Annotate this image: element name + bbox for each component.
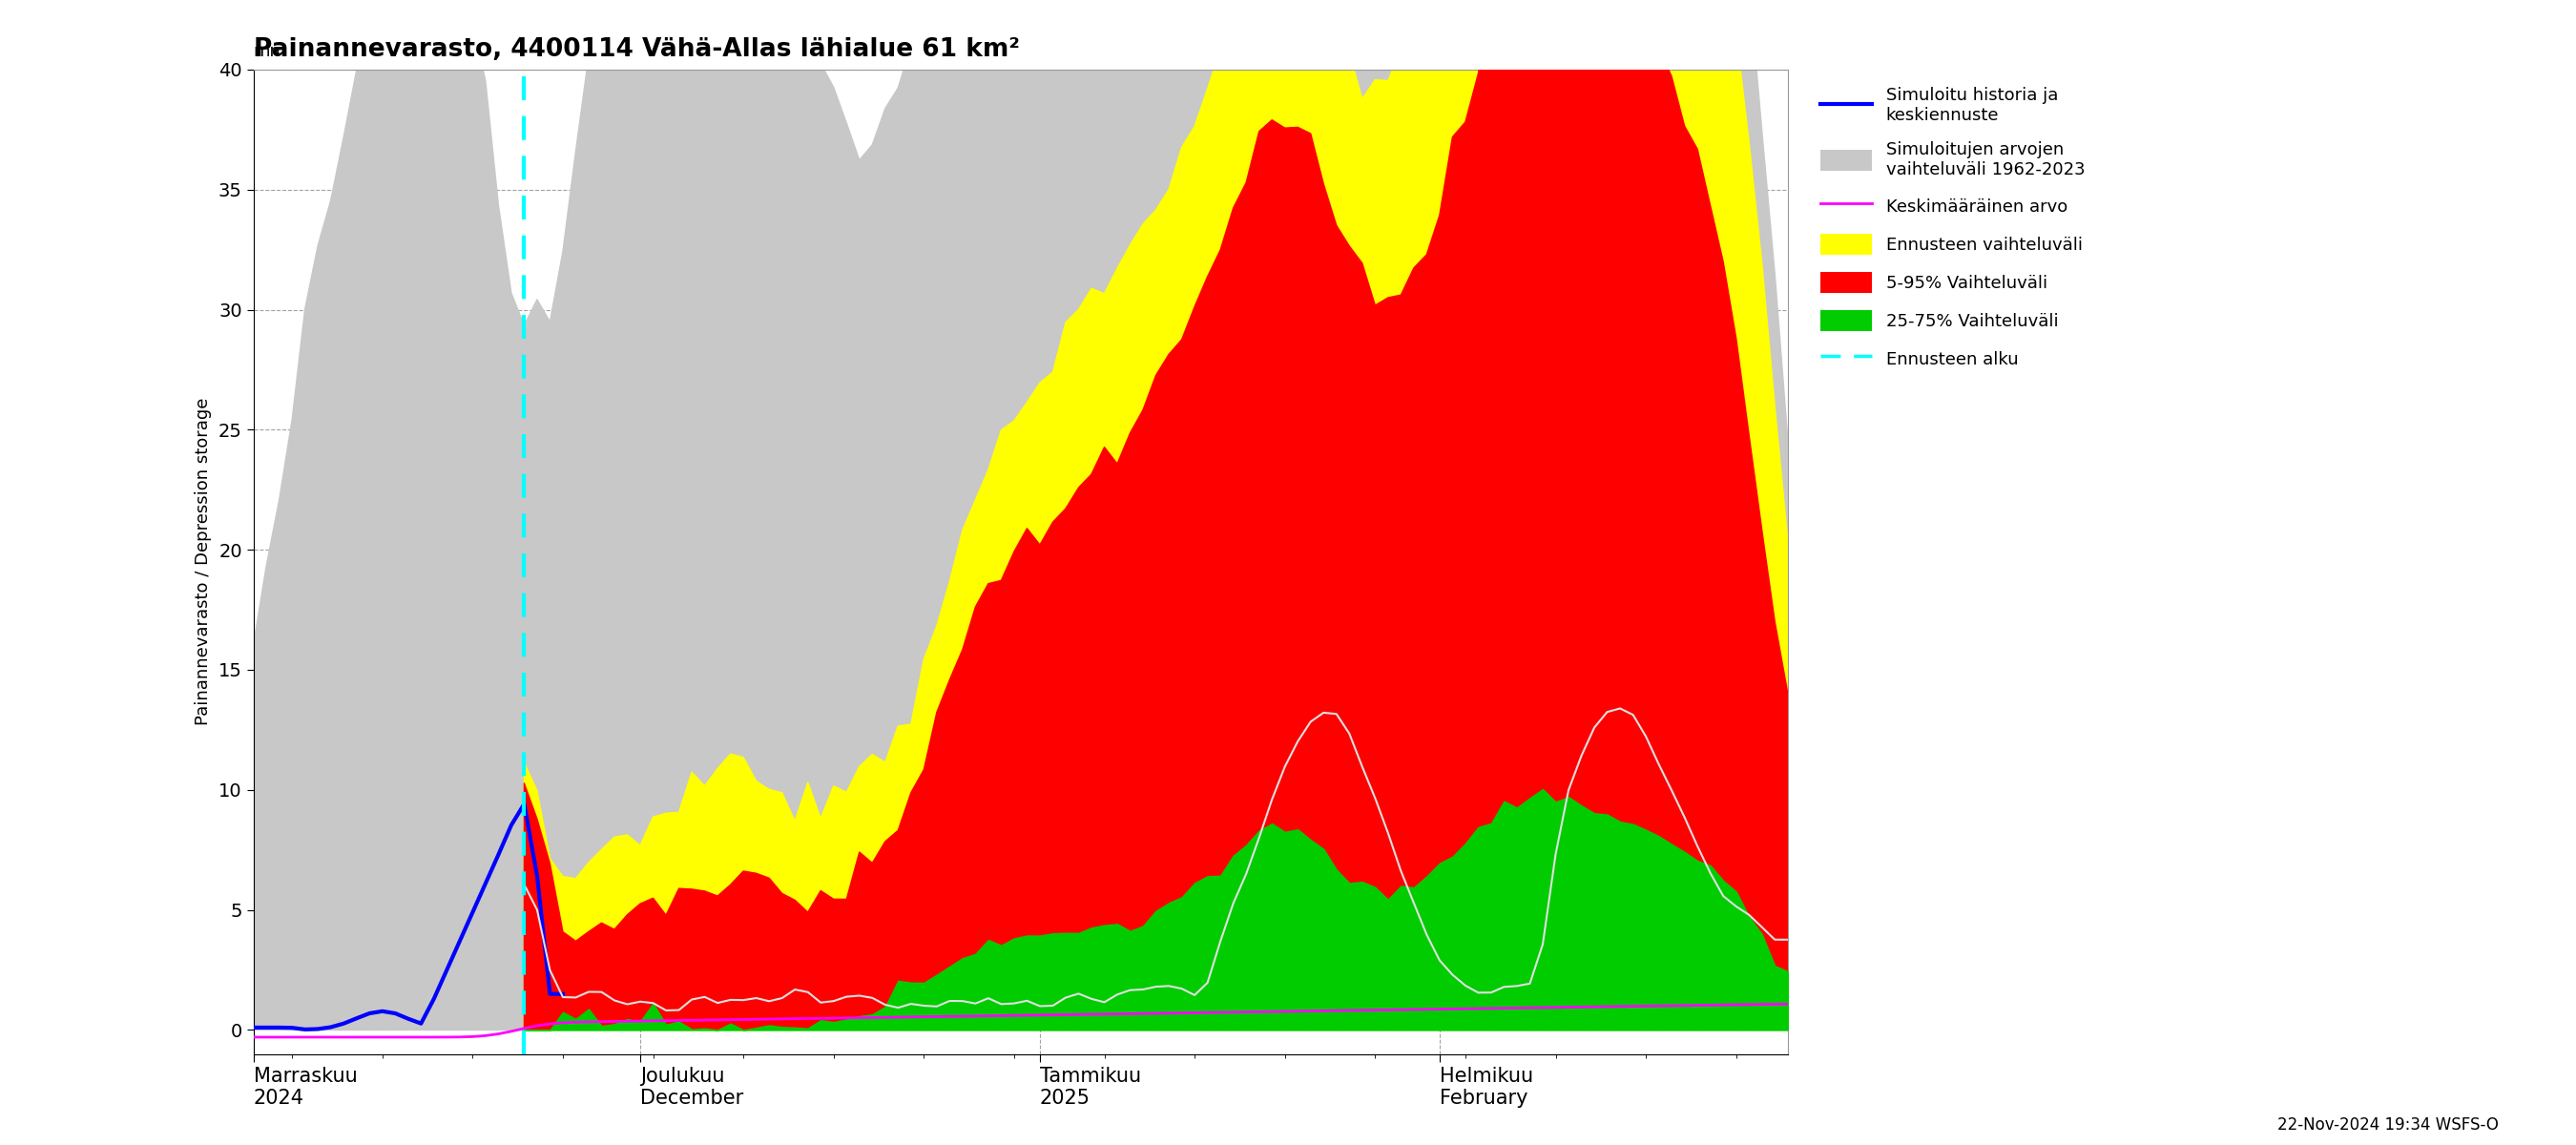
Text: 22-Nov-2024 19:34 WSFS-O: 22-Nov-2024 19:34 WSFS-O bbox=[2277, 1116, 2499, 1134]
Text: mm: mm bbox=[252, 42, 286, 60]
Text: Painannevarasto, 4400114 Vähä-Allas lähialue 61 km²: Painannevarasto, 4400114 Vähä-Allas lähi… bbox=[252, 37, 1020, 62]
Y-axis label: Painannevarasto / Depression storage: Painannevarasto / Depression storage bbox=[196, 398, 211, 726]
Legend: Simuloitu historia ja
keskiennuste, Simuloitujen arvojen
vaihteluväli 1962-2023,: Simuloitu historia ja keskiennuste, Simu… bbox=[1811, 78, 2094, 378]
